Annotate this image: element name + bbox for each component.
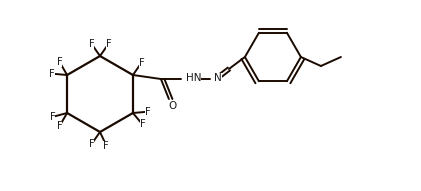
Text: F: F [88, 139, 94, 149]
Text: F: F [106, 39, 112, 49]
Text: F: F [140, 120, 145, 129]
Text: F: F [50, 112, 56, 122]
Text: F: F [88, 39, 94, 49]
Text: O: O [169, 101, 177, 111]
Text: HN: HN [186, 73, 201, 83]
Text: F: F [57, 121, 62, 131]
Text: F: F [49, 69, 55, 79]
Text: F: F [57, 57, 62, 67]
Text: N: N [214, 73, 222, 83]
Text: F: F [145, 107, 151, 117]
Text: F: F [104, 141, 109, 151]
Text: F: F [139, 58, 144, 68]
